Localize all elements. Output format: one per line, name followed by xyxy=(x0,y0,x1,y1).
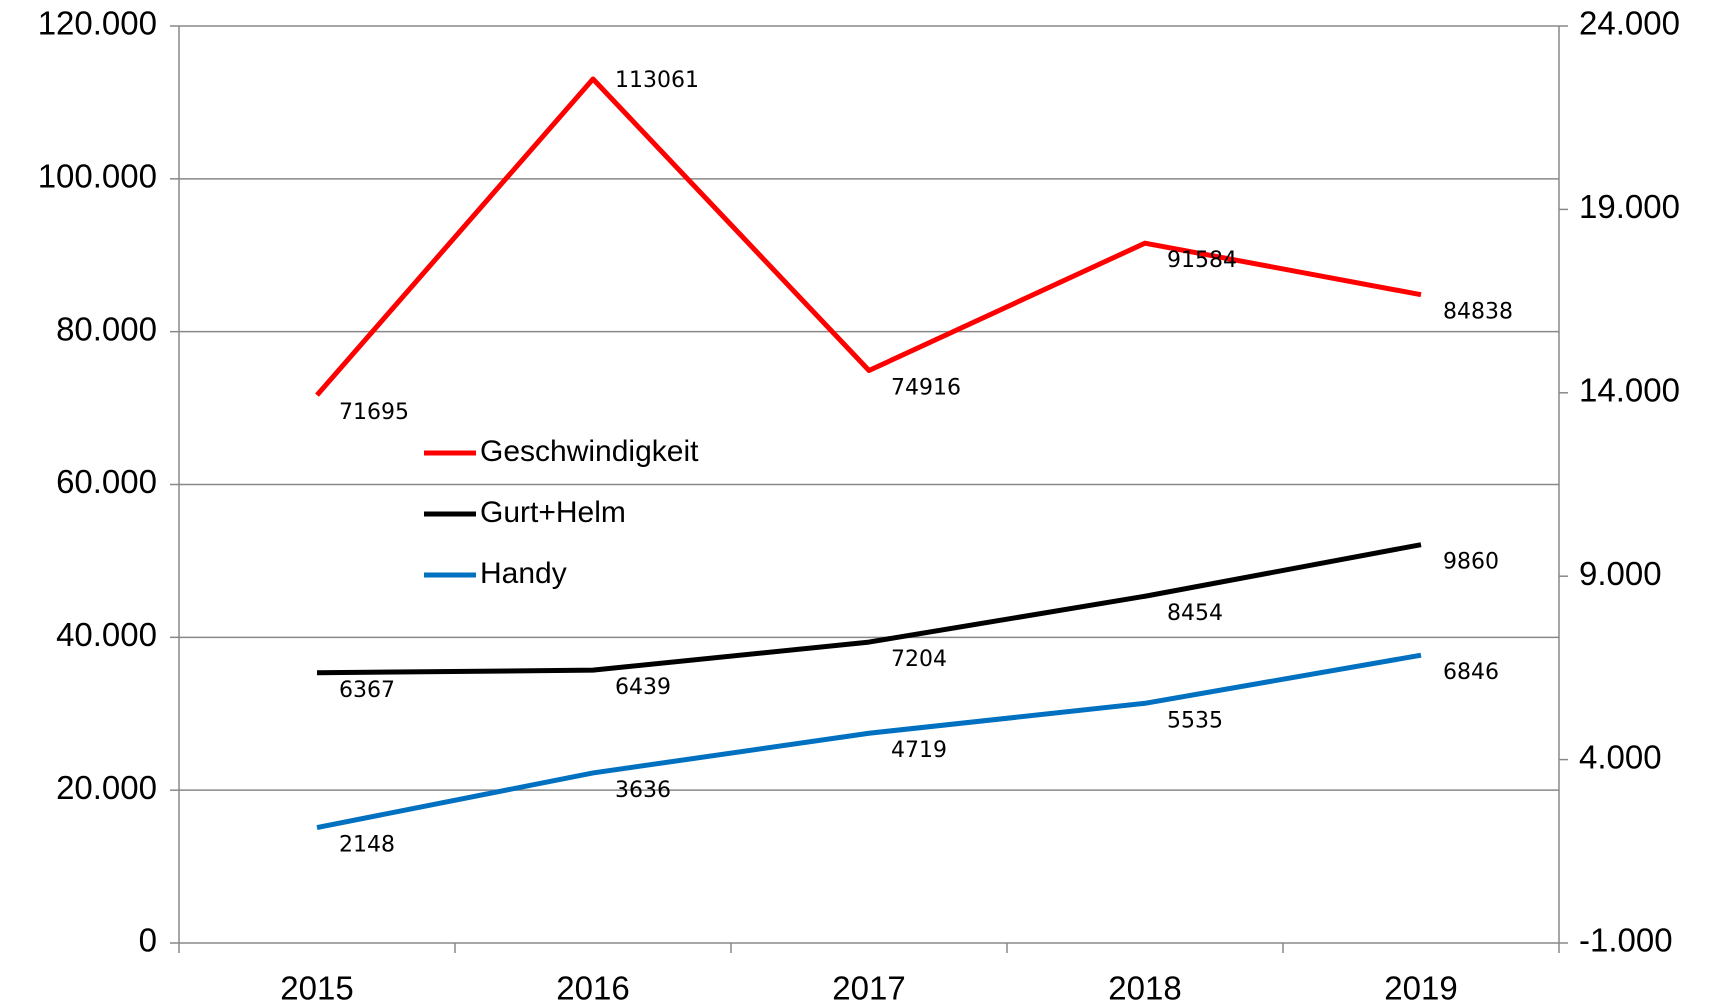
data-label: 6846 xyxy=(1443,660,1499,685)
data-label: 113061 xyxy=(615,68,699,93)
y2-tick-label: 9.000 xyxy=(1579,555,1662,592)
data-label: 74916 xyxy=(891,376,961,401)
y-tick-label: 100.000 xyxy=(38,158,157,195)
data-label: 6367 xyxy=(339,678,395,703)
x-tick-label: 2017 xyxy=(832,970,905,1001)
y2-tick-label: 14.000 xyxy=(1579,372,1680,409)
y-tick-label: 0 xyxy=(139,922,157,959)
x-tick-label: 2016 xyxy=(556,970,629,1001)
series-line xyxy=(315,76,1422,397)
data-label: 91584 xyxy=(1167,248,1237,273)
y-tick-label: 60.000 xyxy=(56,463,157,500)
y-tick-label: 20.000 xyxy=(56,769,157,806)
y2-tick-label: 4.000 xyxy=(1579,738,1662,775)
y2-tick-label: 19.000 xyxy=(1579,188,1680,225)
y2-tick-label: 24.000 xyxy=(1579,5,1680,42)
x-tick-label: 2015 xyxy=(280,970,353,1001)
data-label: 6439 xyxy=(615,675,671,700)
data-label: 71695 xyxy=(339,400,409,425)
data-label: 4719 xyxy=(891,738,947,763)
x-tick-label: 2018 xyxy=(1108,970,1181,1001)
series-line xyxy=(316,652,1422,830)
legend-label: Geschwindigkeit xyxy=(480,435,699,468)
data-label: 8454 xyxy=(1167,601,1223,626)
y-tick-label: 80.000 xyxy=(56,310,157,347)
legend-label: Handy xyxy=(480,557,567,590)
data-label: 5535 xyxy=(1167,708,1223,733)
data-label: 7204 xyxy=(891,647,947,672)
y2-tick-label: -1.000 xyxy=(1579,922,1673,959)
legend-label: Gurt+Helm xyxy=(480,496,626,529)
data-label: 9860 xyxy=(1443,550,1499,575)
y-tick-label: 40.000 xyxy=(56,616,157,653)
series-line xyxy=(316,542,1422,676)
data-label: 2148 xyxy=(339,833,395,858)
y-tick-label: 120.000 xyxy=(38,5,157,42)
data-label: 84838 xyxy=(1443,300,1513,325)
data-label: 3636 xyxy=(615,778,671,803)
x-tick-label: 2019 xyxy=(1384,970,1457,1001)
